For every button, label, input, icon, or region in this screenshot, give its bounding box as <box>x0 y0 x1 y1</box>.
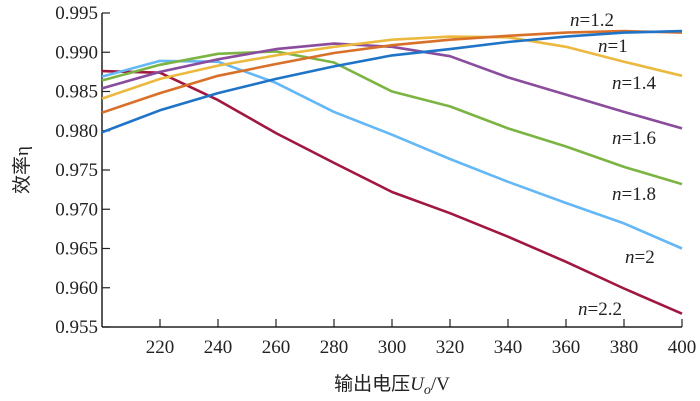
x-tick-label: 220 <box>146 337 175 358</box>
series-line-n-1 <box>101 29 683 134</box>
x-tick-label: 300 <box>378 337 407 358</box>
x-tick-label: 380 <box>610 337 639 358</box>
y-tick-label: 0.975 <box>55 160 98 181</box>
series-label-n-1-2: n=1.2 <box>570 10 614 31</box>
series-label-n-2: n=2 <box>625 247 655 268</box>
y-tick-label: 0.980 <box>55 121 98 142</box>
axes: 0.955 0.960 0.965 0.970 0.975 0.980 0.985 0.990… <box>55 3 696 358</box>
y-tick-label: 0.955 <box>55 317 98 338</box>
y-tick-label: 0.965 <box>55 239 98 260</box>
x-tick-label: 400 <box>668 337 697 358</box>
x-tick-label: 360 <box>552 337 581 358</box>
series-labels: n=1 n=1.2 n=1.4 n=1.6 n=1.8 n=2 n=2.2 <box>570 10 656 320</box>
series-label-n-1-6: n=1.6 <box>612 128 656 149</box>
x-tick-label: 320 <box>436 337 465 358</box>
x-axis-label: 输出电压Uo/V <box>334 373 450 398</box>
series-label-n-1-8: n=1.8 <box>612 184 656 205</box>
y-tick-label: 0.970 <box>55 199 98 220</box>
series-line-n-1-8 <box>101 50 683 186</box>
y-tick-label: 0.985 <box>55 82 98 103</box>
series-line-n-1-2 <box>101 29 683 114</box>
x-tick-label: 340 <box>494 337 523 358</box>
series-label-n-1-4: n=1.4 <box>612 73 656 94</box>
series-lines <box>101 29 683 315</box>
series-line-n-1-6 <box>101 42 683 130</box>
series-label-n-2-2: n=2.2 <box>578 299 622 320</box>
y-tick-label: 0.990 <box>55 42 98 63</box>
series-line-n-1-4 <box>101 35 683 100</box>
series-line-n-2 <box>101 59 683 250</box>
series-line-n-2-2 <box>101 69 683 315</box>
y-tick-label: 0.960 <box>55 278 98 299</box>
x-tick-label: 240 <box>204 337 233 358</box>
x-tick-label: 280 <box>320 337 349 358</box>
x-tick-label: 260 <box>262 337 291 358</box>
series-label-n-1: n=1 <box>598 36 628 57</box>
y-axis-label: 效率η <box>11 146 33 194</box>
y-tick-label: 0.995 <box>55 3 98 24</box>
